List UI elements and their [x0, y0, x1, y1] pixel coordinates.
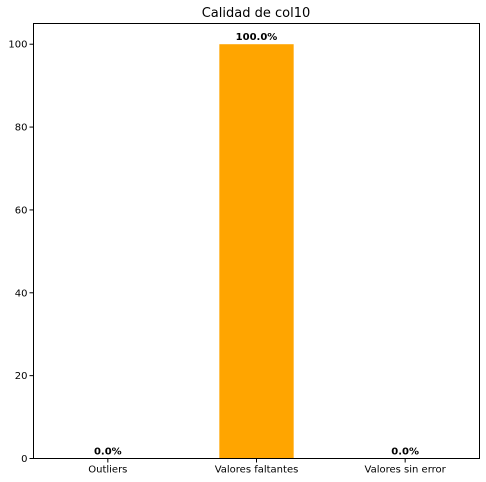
chart-title: Calidad de col10 — [202, 6, 311, 21]
y-tick-label: 80 — [15, 123, 28, 134]
y-tick-label: 0 — [21, 454, 27, 465]
data-labels-layer: 0.0% 100.0% 0.0% — [94, 32, 419, 457]
bars-layer — [219, 44, 294, 459]
y-tick-label: 40 — [15, 288, 28, 299]
x-tick-label: Valores sin error — [365, 465, 447, 476]
y-tick-label: 100 — [8, 40, 27, 51]
bar-2 — [219, 44, 294, 459]
plot-frame — [33, 23, 480, 459]
x-tick-label: Valores faltantes — [215, 465, 299, 476]
axis-ticks-layer: Outliers Valores faltantes Valores sin err… — [8, 40, 446, 476]
data-label: 0.0% — [391, 447, 419, 458]
data-label: 100.0% — [236, 32, 278, 43]
x-tick-label: Outliers — [88, 465, 127, 476]
y-tick-label: 20 — [15, 371, 28, 382]
data-label: 0.0% — [94, 447, 122, 458]
y-tick-label: 60 — [15, 205, 28, 216]
